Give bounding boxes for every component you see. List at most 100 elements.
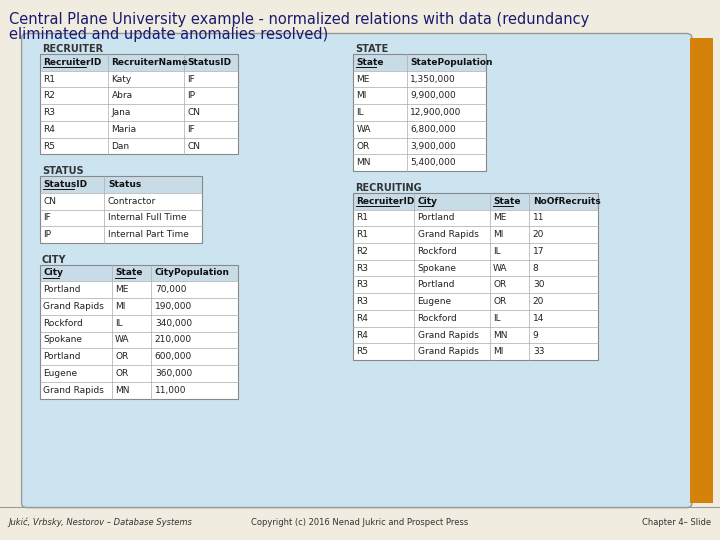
- Bar: [40, 210, 202, 226]
- Text: 5,400,000: 5,400,000: [410, 158, 456, 167]
- Text: Internal Part Time: Internal Part Time: [108, 230, 189, 239]
- Text: CITY: CITY: [42, 254, 66, 265]
- Text: OR: OR: [356, 141, 369, 151]
- Text: WA: WA: [356, 125, 371, 134]
- Text: State: State: [115, 268, 143, 278]
- Text: Grand Rapids: Grand Rapids: [418, 230, 479, 239]
- Text: 70,000: 70,000: [155, 285, 186, 294]
- Bar: [40, 265, 238, 399]
- Text: OR: OR: [493, 297, 506, 306]
- Text: R3: R3: [356, 280, 369, 289]
- Text: RecruiterName: RecruiterName: [112, 58, 189, 67]
- Text: R2: R2: [356, 247, 368, 256]
- Bar: [353, 327, 598, 343]
- Text: CN: CN: [43, 197, 56, 206]
- Text: R4: R4: [356, 330, 368, 340]
- Text: CN: CN: [187, 141, 200, 151]
- Text: Copyright (c) 2016 Nenad Jukric and Prospect Press: Copyright (c) 2016 Nenad Jukric and Pros…: [251, 518, 469, 526]
- Text: RECRUITER: RECRUITER: [42, 44, 103, 54]
- Text: Portland: Portland: [418, 213, 455, 222]
- Text: State: State: [356, 58, 384, 67]
- Text: STATUS: STATUS: [42, 166, 84, 176]
- Text: 190,000: 190,000: [155, 302, 192, 311]
- Text: Central Plane University example - normalized relations with data (redundancy: Central Plane University example - norma…: [9, 12, 589, 27]
- Text: 11: 11: [533, 213, 544, 222]
- Text: ME: ME: [356, 75, 370, 84]
- Text: Chapter 4– Slide: Chapter 4– Slide: [642, 518, 711, 526]
- Text: 3,900,000: 3,900,000: [410, 141, 456, 151]
- FancyBboxPatch shape: [22, 33, 692, 508]
- Text: Jukić, Vrbsky, Nestorov – Database Systems: Jukić, Vrbsky, Nestorov – Database Syste…: [9, 517, 192, 527]
- Bar: [353, 226, 598, 243]
- Text: OR: OR: [493, 280, 506, 289]
- Bar: [40, 365, 238, 382]
- Text: MI: MI: [493, 230, 503, 239]
- Text: R1: R1: [356, 230, 369, 239]
- Bar: [690, 38, 713, 503]
- Text: IL: IL: [493, 247, 501, 256]
- Text: STATE: STATE: [355, 44, 388, 54]
- Bar: [353, 54, 486, 71]
- Text: IF: IF: [187, 125, 195, 134]
- Text: MN: MN: [356, 158, 371, 167]
- Text: Portland: Portland: [43, 285, 81, 294]
- Text: NoOfRecruits: NoOfRecruits: [533, 197, 600, 206]
- Text: StatusID: StatusID: [187, 58, 231, 67]
- Bar: [353, 276, 598, 293]
- Text: ME: ME: [115, 285, 129, 294]
- Bar: [40, 54, 238, 71]
- Text: IL: IL: [115, 319, 123, 328]
- Text: MI: MI: [356, 91, 366, 100]
- Bar: [353, 71, 486, 87]
- Text: WA: WA: [493, 264, 508, 273]
- Text: WA: WA: [115, 335, 130, 345]
- Text: 9,900,000: 9,900,000: [410, 91, 456, 100]
- Bar: [40, 138, 238, 154]
- Bar: [353, 154, 486, 171]
- Text: RECRUITING: RECRUITING: [355, 183, 422, 193]
- Text: Rockford: Rockford: [43, 319, 83, 328]
- Text: 340,000: 340,000: [155, 319, 192, 328]
- Bar: [353, 87, 486, 104]
- Bar: [353, 104, 486, 121]
- Text: Maria: Maria: [112, 125, 137, 134]
- Text: OR: OR: [115, 369, 128, 378]
- Text: ME: ME: [493, 213, 507, 222]
- Bar: [40, 226, 202, 243]
- Text: Contractor: Contractor: [108, 197, 156, 206]
- Text: Grand Rapids: Grand Rapids: [43, 386, 104, 395]
- Bar: [40, 121, 238, 138]
- Bar: [353, 121, 486, 138]
- Text: R3: R3: [43, 108, 55, 117]
- Bar: [353, 54, 486, 171]
- Bar: [40, 315, 238, 332]
- Text: Internal Full Time: Internal Full Time: [108, 213, 186, 222]
- Text: Eugene: Eugene: [418, 297, 451, 306]
- Text: Spokane: Spokane: [43, 335, 82, 345]
- Text: CN: CN: [187, 108, 200, 117]
- Text: Grand Rapids: Grand Rapids: [43, 302, 104, 311]
- Text: IL: IL: [493, 314, 501, 323]
- Bar: [353, 343, 598, 360]
- Text: Jana: Jana: [112, 108, 131, 117]
- Text: 20: 20: [533, 297, 544, 306]
- Text: R2: R2: [43, 91, 55, 100]
- Text: Abra: Abra: [112, 91, 132, 100]
- Text: 9: 9: [533, 330, 539, 340]
- Text: eliminated and update anomalies resolved): eliminated and update anomalies resolved…: [9, 27, 328, 42]
- Text: Katy: Katy: [112, 75, 132, 84]
- Text: State: State: [493, 197, 521, 206]
- Text: 33: 33: [533, 347, 544, 356]
- Bar: [40, 348, 238, 365]
- Text: OR: OR: [115, 352, 128, 361]
- Text: Rockford: Rockford: [418, 247, 457, 256]
- Bar: [353, 193, 598, 360]
- Text: IL: IL: [356, 108, 364, 117]
- Text: IP: IP: [187, 91, 195, 100]
- Bar: [40, 176, 202, 243]
- Text: IF: IF: [43, 213, 51, 222]
- Bar: [40, 54, 238, 154]
- Text: 12,900,000: 12,900,000: [410, 108, 462, 117]
- Bar: [40, 176, 202, 193]
- Bar: [353, 310, 598, 327]
